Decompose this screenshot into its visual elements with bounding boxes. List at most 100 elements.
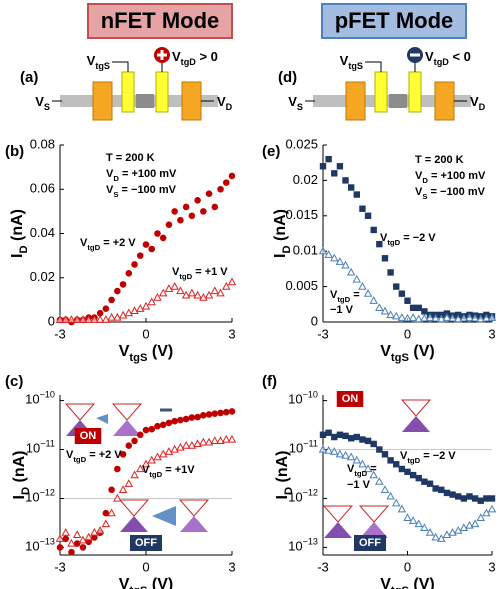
- point: [147, 297, 156, 306]
- contact: [434, 81, 455, 121]
- point: [211, 203, 219, 211]
- point: [131, 437, 138, 445]
- y-axis-label: ID (nA): [9, 209, 30, 258]
- y-tick-label: 10−10: [288, 390, 318, 407]
- point: [118, 485, 128, 493]
- point: [347, 435, 355, 442]
- channel-center: [389, 94, 407, 108]
- point: [210, 436, 220, 445]
- y-tick-label: 0.025: [285, 136, 318, 151]
- cone: [360, 522, 388, 538]
- point: [391, 311, 401, 320]
- point: [409, 304, 417, 312]
- x-tick-label: 0: [142, 559, 149, 574]
- x-axis-label: VtgS (V): [119, 576, 173, 589]
- point: [398, 465, 406, 473]
- point: [358, 281, 367, 290]
- panel-label: (b): [5, 143, 24, 160]
- point: [482, 313, 491, 322]
- x-tick-label: -3: [317, 559, 329, 574]
- cone: [180, 516, 208, 532]
- point: [369, 296, 378, 304]
- point: [330, 447, 339, 455]
- point: [421, 308, 428, 315]
- point: [79, 544, 87, 551]
- state-box: [130, 535, 162, 551]
- point: [164, 447, 174, 455]
- source-label: VS: [288, 94, 303, 112]
- point: [336, 163, 344, 170]
- point: [404, 468, 411, 476]
- point: [194, 197, 201, 204]
- point: [376, 240, 383, 248]
- point: [228, 408, 236, 415]
- cone: [358, 505, 390, 523]
- x-tick-label: 3: [488, 559, 495, 574]
- annotation: VS = −100 mV: [415, 186, 486, 201]
- point: [387, 457, 394, 464]
- point: [119, 450, 127, 458]
- point: [199, 293, 208, 301]
- point: [67, 315, 76, 323]
- point: [176, 286, 185, 295]
- point: [335, 449, 345, 458]
- point: [393, 461, 400, 468]
- point: [148, 425, 156, 433]
- point: [453, 526, 463, 534]
- y-tick-label: 0.015: [285, 207, 318, 222]
- gate: [408, 71, 422, 113]
- point: [398, 290, 406, 297]
- point: [216, 288, 225, 297]
- point: [391, 498, 401, 507]
- wire: [365, 61, 382, 72]
- point: [222, 179, 230, 186]
- state-box: [354, 535, 386, 551]
- point: [67, 538, 76, 547]
- header-box: [321, 3, 467, 39]
- point: [341, 260, 350, 269]
- point: [159, 421, 167, 429]
- point: [62, 535, 70, 543]
- y-tick-label: 0: [48, 313, 55, 328]
- point: [78, 535, 88, 544]
- point: [102, 509, 110, 517]
- point: [438, 486, 445, 494]
- point: [227, 277, 237, 286]
- y-tick-label: 0: [311, 313, 318, 328]
- point: [318, 444, 328, 453]
- point: [114, 465, 121, 473]
- point: [217, 185, 224, 193]
- point: [217, 409, 224, 417]
- point: [200, 412, 207, 419]
- point: [432, 485, 439, 492]
- contact: [345, 81, 366, 121]
- point: [370, 440, 377, 448]
- point: [181, 290, 191, 299]
- point: [465, 520, 474, 529]
- wire: [112, 61, 129, 72]
- point: [55, 315, 65, 323]
- point: [154, 422, 161, 430]
- annotation: VtgD = +1V: [142, 464, 195, 479]
- x-tick-label: 0: [404, 326, 411, 341]
- panel-label: (f): [262, 373, 277, 390]
- point: [353, 433, 361, 441]
- point: [118, 310, 128, 319]
- point: [177, 216, 184, 224]
- point: [336, 431, 344, 438]
- x-axis-label: VtgS (V): [380, 343, 434, 364]
- panel-label: (e): [262, 143, 280, 160]
- x-tick-label: 3: [488, 326, 495, 341]
- point: [227, 434, 237, 443]
- point: [107, 312, 116, 321]
- point: [158, 288, 168, 297]
- y-axis-label: ID (nA): [274, 451, 295, 500]
- x-tick-label: 0: [404, 559, 411, 574]
- drain-label: VD: [470, 94, 486, 112]
- drain-label: VD: [217, 94, 233, 112]
- annotation: VtgD = −2 V: [400, 450, 456, 465]
- point: [319, 431, 327, 438]
- point: [477, 497, 484, 504]
- point: [346, 452, 356, 461]
- point: [170, 281, 179, 290]
